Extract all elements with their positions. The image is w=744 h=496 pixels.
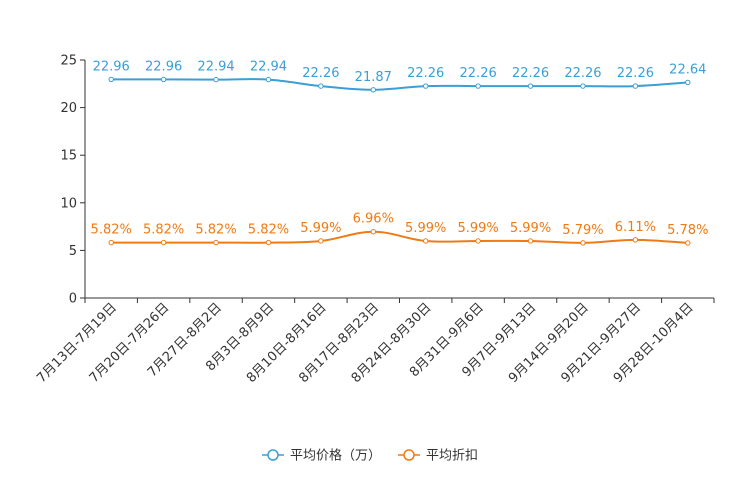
y-tick-label: 10 <box>60 196 77 211</box>
data-label: 5.79% <box>562 223 603 238</box>
data-label: 22.64 <box>669 62 706 77</box>
data-label: 5.82% <box>143 223 184 238</box>
data-point[interactable] <box>108 239 114 246</box>
legend-label: 平均折扣 <box>426 449 478 464</box>
data-point[interactable] <box>265 76 272 83</box>
data-point[interactable] <box>318 83 324 89</box>
data-point[interactable] <box>423 83 429 89</box>
series-1: 22.96 22.96 22.94 22.94 22.26 21.87 22.26 22.26… <box>93 59 706 93</box>
data-label: 5.82% <box>248 223 289 238</box>
data-label: 6.11% <box>615 220 656 235</box>
data-point[interactable] <box>265 239 272 246</box>
data-point[interactable] <box>632 237 639 243</box>
data-label: 21.87 <box>355 70 392 85</box>
data-point[interactable] <box>160 239 167 246</box>
series-line <box>111 78 688 91</box>
data-point[interactable] <box>475 238 481 244</box>
y-tick-label: 20 <box>60 101 77 116</box>
data-point[interactable] <box>580 240 586 246</box>
data-point[interactable] <box>685 79 691 86</box>
data-label: 22.96 <box>93 59 130 74</box>
data-point[interactable] <box>423 238 429 244</box>
y-tick-label: 5 <box>69 244 77 259</box>
series-2: 5.82% 5.82% 5.82% 5.82% 5.99% 6.96% 5.99% 5.99%… <box>91 212 708 246</box>
data-point[interactable] <box>108 76 114 83</box>
legend-item-1[interactable]: 平均价格（万） <box>262 448 381 464</box>
data-point[interactable] <box>160 76 167 83</box>
data-label: 5.99% <box>457 221 498 236</box>
data-point[interactable] <box>527 83 534 89</box>
legend-label: 平均价格（万） <box>290 448 381 464</box>
series-layer: 22.96 22.96 22.94 22.94 22.26 21.87 22.26 22.26… <box>91 59 708 246</box>
data-label: 22.26 <box>512 66 549 81</box>
data-label: 22.94 <box>250 60 287 75</box>
legend-item-2[interactable]: 平均折扣 <box>398 449 478 464</box>
data-label: 5.99% <box>300 221 341 236</box>
data-point[interactable] <box>632 83 639 89</box>
data-point[interactable] <box>213 239 219 246</box>
data-label: 22.96 <box>145 59 182 74</box>
data-point[interactable] <box>527 238 534 244</box>
data-label: 22.26 <box>407 66 444 81</box>
y-tick-label: 0 <box>69 292 77 307</box>
data-point[interactable] <box>370 87 376 93</box>
data-label: 5.78% <box>667 223 708 238</box>
data-label: 6.96% <box>353 212 394 227</box>
data-point[interactable] <box>318 238 324 244</box>
data-label: 22.26 <box>460 66 497 81</box>
series-line <box>111 230 688 244</box>
data-point[interactable] <box>213 76 219 83</box>
data-point[interactable] <box>475 83 481 89</box>
legend-marker-icon <box>403 449 415 461</box>
data-point[interactable] <box>580 83 586 89</box>
data-label: 22.94 <box>197 60 234 75</box>
data-label: 5.99% <box>510 221 551 236</box>
data-label: 5.82% <box>195 223 236 238</box>
data-label: 5.82% <box>91 223 132 238</box>
legend-marker-icon <box>267 449 279 461</box>
y-tick-label: 15 <box>60 149 77 164</box>
data-label: 22.26 <box>617 66 654 81</box>
data-label: 22.26 <box>302 66 339 81</box>
y-tick-label: 25 <box>60 54 77 69</box>
legend[interactable]: 平均价格（万） 平均折扣 <box>262 448 478 464</box>
data-label: 5.99% <box>405 221 446 236</box>
data-point[interactable] <box>685 240 691 246</box>
data-point[interactable] <box>370 229 376 235</box>
data-label: 22.26 <box>564 66 601 81</box>
